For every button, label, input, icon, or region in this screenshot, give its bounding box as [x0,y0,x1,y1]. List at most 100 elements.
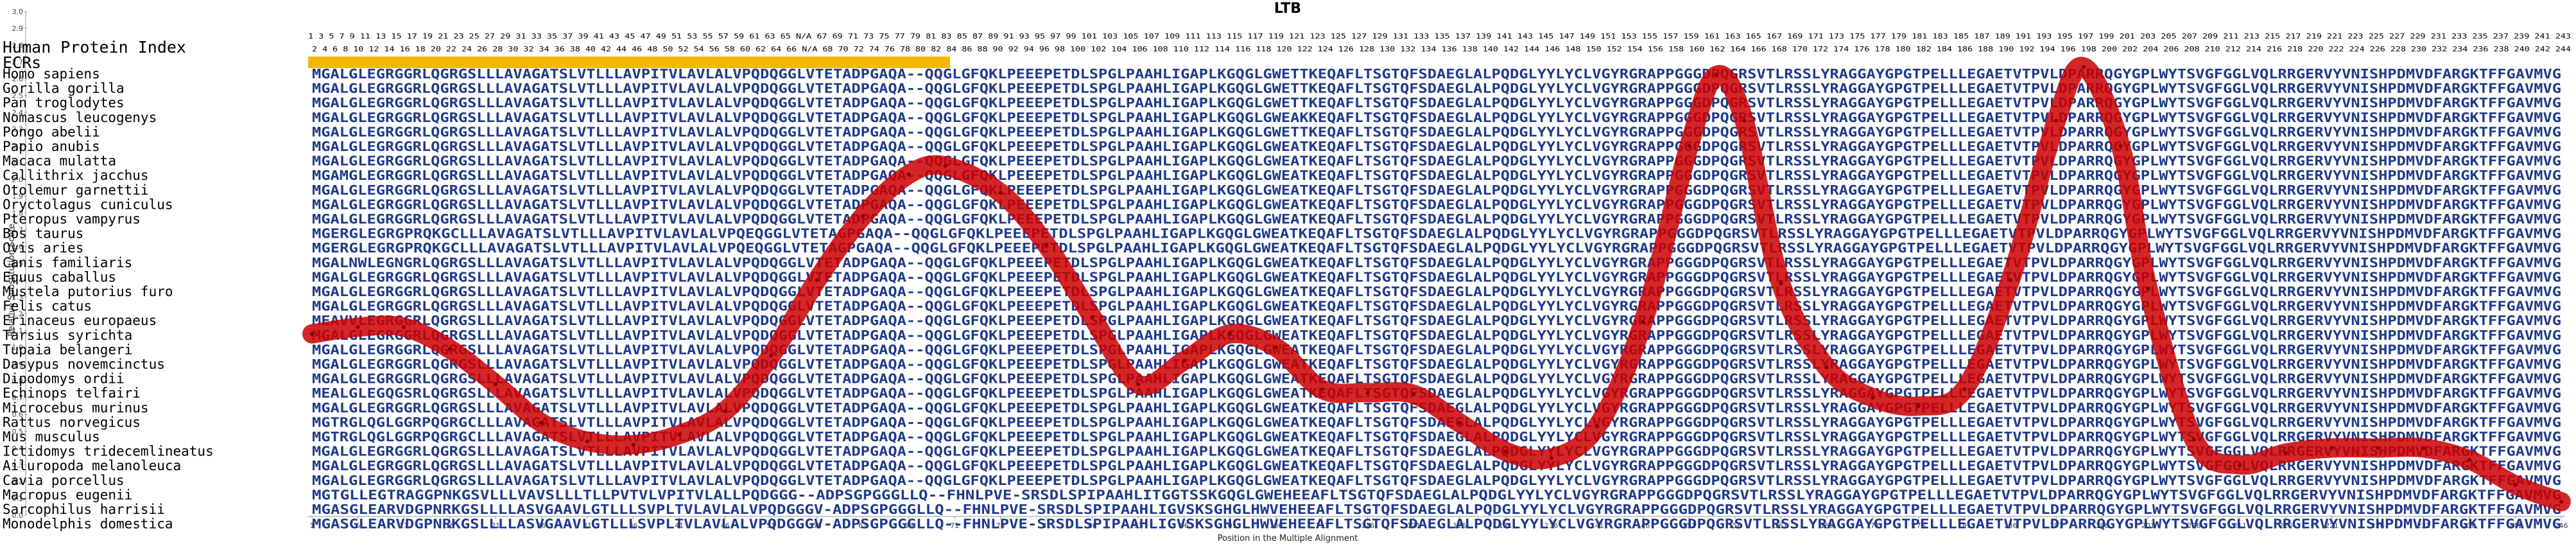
sequence-row: MGALGLEGRGGRLQGRGSLLLAVAGATSLVTLLLAVPITV… [312,182,2561,198]
species-name: Canis familiaris [3,255,132,270]
score-point [2421,446,2426,450]
sequence-row: MGALGLEGRGGRLQGRGSLLLAVAGATSLVTLLLAVPITV… [312,458,2561,473]
sequence-row: MGALGLEGRGGRLQGRGSLLLAVAGATSLVTLLLAVPITV… [312,328,2561,343]
species-name: Mustela putorius furo [3,284,173,299]
sequence-row: MGALGLEGRGGRLQGRGSLLLAVAGATSLVTLLLAVPITV… [312,211,2561,227]
y-tick-label: 2.4 [12,109,24,117]
x-tick-label: 71 [950,522,959,530]
alignment-rows: Homo sapiens MGALGLEGRGGRLQGRGSLLLAVAGATS… [3,66,2561,532]
y-tick-label: 0.2 [12,478,24,486]
score-point [815,278,819,283]
hpi-row-odd: 1 3 5 7 9 11 13 15 17 19 21 23 25 27 29 … [308,32,2571,40]
score-point [1687,144,1691,148]
score-point [2330,446,2334,450]
species-name: Papio anubis [3,139,100,154]
score-point [1182,358,1186,363]
score-point [2191,437,2196,442]
score-point [2146,286,2150,291]
score-point [1641,320,1645,324]
sequence-row: MGALGLEGRGGRLQGRGSLLLAVAGATSLVTLLLAVPITV… [312,444,2561,459]
y-tick-label: 1.6 [12,243,24,251]
species-name: Echinops telfairi [3,385,141,401]
sequence-row: MGALGLEGRGGRLQGRGSLLLAVAGATSLVTLLLAVPITV… [312,81,2561,96]
x-tick-label: 16 [445,522,454,530]
y-tick-label: 3.0 [12,8,24,16]
y-tick-label: 0.1 [12,495,24,503]
x-tick-label: 121 [1407,522,1421,530]
x-axis: 1 6 11 16 21 26 31 36 41 46 51 56 61 66 71 76 81 86 91 96 10… [308,516,2568,530]
hpi-row-even: 2 4 6 8 10 12 14 16 18 20 22 24 26 28 30… [312,45,2571,53]
sequence-row: MGALGLEGRGGRLQGRGSLLLAVAGATSLVTLLLAVPITV… [312,299,2561,314]
sequence-row: MGALGLEGRGGRLQGRGSLLLAVAGATSLVTLLLAVPITV… [312,124,2561,139]
x-tick-label: 146 [1636,522,1650,530]
x-tick-label: 231 [2417,522,2430,530]
sequence-row: MGALGLEGRGGRLQGRGSLLLAVAGATSLVTLLLAVPITV… [312,284,2561,299]
sequence-row: MGALGLEGRGGRLQGRGSLLLAVAGATSLVTLLLAVPITV… [312,371,2561,387]
x-tick-label: 181 [1958,522,1971,530]
species-name: Tupaia belangeri [3,342,132,357]
y-tick-label: 2.5 [12,92,24,100]
species-name: Pteropus vampyrus [3,211,141,227]
species-name: Cavia porcellus [3,473,125,488]
score-point [2513,482,2518,487]
score-point [2054,118,2059,123]
species-name: Macropus eugenii [3,487,132,502]
sequence-row: MGAMGLEGRGGRLQGRGSLLLAVAGATSLVTLLLAVPITV… [312,168,2561,183]
x-tick-label: 201 [2141,522,2155,530]
score-point [677,432,682,437]
score-point [447,347,452,351]
species-name: Otolemur garnettii [3,182,149,198]
y-tick-label: 1.4 [12,276,24,285]
x-tick-label: 126 [1453,522,1466,530]
x-tick-label: 211 [2233,522,2247,530]
x-tick-label: 226 [2371,522,2384,530]
score-point [1136,382,1141,387]
score-point [906,172,911,177]
y-tick-label: 2.2 [12,142,24,150]
x-tick-label: 206 [2187,522,2200,530]
score-line [302,57,2571,512]
x-tick-label: 106 [1269,522,1283,530]
x-tick-label: 156 [1728,522,1742,530]
x-tick-label: 6 [356,522,360,530]
x-tick-label: 171 [1866,522,1880,530]
score-point [1228,331,1232,336]
sequence-row: MGALGLEGRGGRLQGRGSLLLAVAGATSLVTLLLAVPITV… [312,357,2561,372]
score-point [2375,446,2380,450]
species-name: Sarcophilus harrisii [3,502,165,517]
score-point [2238,462,2242,467]
x-tick-label: 11 [399,522,408,530]
x-tick-label: 26 [537,522,546,530]
sequence-row: MGALGLEGRGGRLQGRGSLLLAVAGATSLVTLLLAVPITV… [312,197,2561,212]
y-tick-label: 2.7 [12,58,24,66]
y-tick-label: 2.8 [12,41,24,49]
sequence-row: MGALGLEGRGGRLQGRGSLLLAVAGATSLVTLLLAVPITV… [312,342,2561,357]
x-tick-label: 56 [813,522,822,530]
x-tick-label: 96 [1180,522,1189,530]
sequence-row: MGERGLEGRGPRQKGCLLLAVAGATSLVTLLLAVPITVLA… [312,240,2561,256]
x-tick-label: 196 [2095,522,2109,530]
score-point [1742,118,1747,123]
species-name: Pongo abelii [3,124,100,139]
x-tick-label: 221 [2325,522,2338,530]
score-point [1503,449,1508,454]
x-tick-label: 151 [1682,522,1696,530]
score-point [769,353,774,358]
score-point [943,164,947,168]
y-tick-label: 0.7 [12,394,24,402]
sequence-row: MGTGLLEGTRAGGPNKGSVLLLVAVSLLLTLLPVTVLVPI… [312,487,2561,502]
score-point [998,191,1003,195]
x-tick-label: 86 [1088,522,1097,530]
sequence-row: MGALGLEGRGGRLQGRGSLLLAVAGATSLVTLLLAVPITV… [312,473,2561,488]
score-point [1044,243,1049,247]
sequence-row: MGASGLEARVDGPNRKGSLLLLASVGAAVLGTLLLSVPLT… [312,516,2561,532]
y-tick-label: 0.0 [12,511,24,520]
y-tick-label: 2.9 [12,24,24,33]
species-name: Ovis aries [3,240,83,256]
species-name: Tarsius syrichta [3,328,132,343]
species-name: Oryctolagus cuniculus [3,197,173,212]
species-name: Microcebus murinus [3,400,149,416]
score-point [402,325,406,330]
y-tick-label: 0.9 [12,360,24,369]
score-point [2118,144,2123,148]
